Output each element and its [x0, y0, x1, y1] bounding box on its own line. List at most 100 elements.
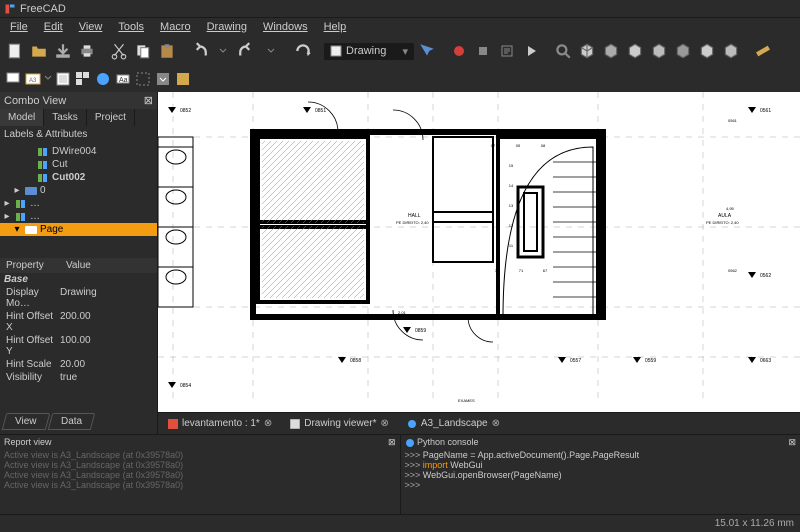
- app-logo-icon: [4, 3, 16, 15]
- tree-item[interactable]: Cut: [0, 158, 157, 171]
- svg-text:HALL: HALL: [408, 213, 421, 219]
- menu-macro[interactable]: Macro: [152, 19, 199, 35]
- python-console[interactable]: Python console⊠ >>> PageName = App.activ…: [400, 435, 800, 514]
- svg-text:73: 73: [495, 268, 500, 273]
- insert-view-button[interactable]: [54, 70, 72, 88]
- side-bottom-tabs: View Data: [0, 409, 157, 434]
- whats-this-button[interactable]: [416, 40, 438, 62]
- menu-file[interactable]: File: [2, 19, 36, 35]
- property-row[interactable]: Visibilitytrue: [0, 371, 157, 384]
- panel-close-icon[interactable]: ⊠: [388, 437, 396, 448]
- annotation-button[interactable]: Aa: [114, 70, 132, 88]
- menu-view[interactable]: View: [71, 19, 111, 35]
- export-svg-button[interactable]: [154, 70, 172, 88]
- tab-model[interactable]: Model: [0, 109, 44, 126]
- tree-item[interactable]: ▸…: [0, 210, 157, 223]
- undo-button[interactable]: [188, 40, 210, 62]
- tree-item[interactable]: Cut002: [0, 171, 157, 184]
- view-bottom-button[interactable]: [696, 40, 718, 62]
- redo-button[interactable]: [236, 40, 258, 62]
- data-tab[interactable]: Data: [47, 413, 95, 430]
- svg-text:2,01: 2,01: [413, 128, 422, 133]
- object-tree[interactable]: DWire004CutCut002▸0▸…▸…▾Page: [0, 143, 157, 238]
- app-title: FreeCAD: [20, 3, 66, 15]
- panel-close-icon[interactable]: ⊠: [788, 437, 796, 448]
- tree-item[interactable]: ▾Page: [0, 223, 157, 236]
- property-row[interactable]: Hint Offset Y100.00: [0, 334, 157, 358]
- svg-text:15: 15: [509, 163, 514, 168]
- menu-edit[interactable]: Edit: [36, 19, 71, 35]
- ortho-views-button[interactable]: [74, 70, 92, 88]
- view-left-button[interactable]: [720, 40, 742, 62]
- tab-tasks[interactable]: Tasks: [44, 109, 87, 126]
- menu-windows[interactable]: Windows: [255, 19, 316, 35]
- tree-item[interactable]: DWire004: [0, 145, 157, 158]
- page-menu[interactable]: [44, 70, 52, 88]
- export-dxf-button[interactable]: [174, 70, 192, 88]
- macro-record-button[interactable]: [448, 40, 470, 62]
- svg-text:14: 14: [509, 183, 514, 188]
- combo-tabs: Model Tasks Project: [0, 109, 157, 126]
- python-icon: [405, 438, 415, 448]
- svg-text:67: 67: [543, 268, 548, 273]
- svg-text:0557: 0557: [570, 358, 581, 364]
- doc-tab-2[interactable]: A3_Landscape⊗: [401, 416, 506, 431]
- svg-text:71: 71: [519, 268, 524, 273]
- tree-item[interactable]: ▸…: [0, 197, 157, 210]
- menubar: File Edit View Tools Macro Drawing Windo…: [0, 18, 800, 36]
- svg-text:EXAMES: EXAMES: [458, 398, 475, 403]
- svg-text:2,01: 2,01: [398, 310, 407, 315]
- view-iso-button[interactable]: [576, 40, 598, 62]
- close-icon[interactable]: ⊗: [492, 418, 500, 429]
- svg-text:05: 05: [516, 143, 521, 148]
- save-button[interactable]: [52, 40, 74, 62]
- redo-menu[interactable]: [260, 40, 282, 62]
- view-fit-button[interactable]: [552, 40, 574, 62]
- refresh-button[interactable]: [292, 40, 314, 62]
- view-tab[interactable]: View: [2, 413, 50, 430]
- doc-tab-1[interactable]: Drawing viewer*⊗: [284, 416, 395, 431]
- new-file-button[interactable]: [4, 40, 26, 62]
- svg-text:0852: 0852: [180, 108, 191, 114]
- property-row[interactable]: Hint Offset X200.00: [0, 310, 157, 334]
- property-grid[interactable]: BaseDisplay Mo…DrawingHint Offset X200.0…: [0, 273, 157, 384]
- copy-button[interactable]: [132, 40, 154, 62]
- cut-button[interactable]: [108, 40, 130, 62]
- view-right-button[interactable]: [648, 40, 670, 62]
- workbench-selector[interactable]: Drawing ▾: [324, 43, 414, 60]
- print-button[interactable]: [76, 40, 98, 62]
- close-icon[interactable]: ⊗: [380, 418, 388, 429]
- statusbar: 15.01 x 11.26 mm: [0, 514, 800, 532]
- macro-edit-button[interactable]: [496, 40, 518, 62]
- browser-view-button[interactable]: [94, 70, 112, 88]
- drawing-canvas[interactable]: 0705081514131211737167HALLPE DIREITO: 2,…: [158, 92, 800, 412]
- macro-stop-button[interactable]: [472, 40, 494, 62]
- menu-drawing[interactable]: Drawing: [199, 19, 255, 35]
- macro-play-button[interactable]: [520, 40, 542, 62]
- view-front-button[interactable]: [600, 40, 622, 62]
- tree-item[interactable]: ▸0: [0, 184, 157, 197]
- svg-text:PE DIREITO: 2,40: PE DIREITO: 2,40: [396, 220, 429, 225]
- svg-text:0851: 0851: [315, 108, 326, 114]
- a3-page-button[interactable]: A3: [24, 70, 42, 88]
- measure-button[interactable]: [752, 40, 774, 62]
- view-top-button[interactable]: [624, 40, 646, 62]
- svg-text:0663: 0663: [760, 358, 771, 364]
- svg-text:08: 08: [541, 143, 546, 148]
- clip-button[interactable]: [134, 70, 152, 88]
- menu-help[interactable]: Help: [316, 19, 355, 35]
- open-file-button[interactable]: [28, 40, 50, 62]
- menu-tools[interactable]: Tools: [110, 19, 152, 35]
- doc-tab-0[interactable]: levantamento : 1*⊗: [162, 416, 278, 431]
- view-rear-button[interactable]: [672, 40, 694, 62]
- undo-menu[interactable]: [212, 40, 234, 62]
- new-page-button[interactable]: [4, 70, 22, 88]
- paste-button[interactable]: [156, 40, 178, 62]
- close-icon[interactable]: ⊗: [264, 418, 272, 429]
- svg-text:AULA: AULA: [718, 213, 732, 219]
- titlebar: FreeCAD: [0, 0, 800, 18]
- panel-close-icon[interactable]: ⊠: [144, 94, 153, 107]
- property-row[interactable]: Hint Scale20.00: [0, 358, 157, 371]
- tab-project[interactable]: Project: [87, 109, 135, 126]
- property-row[interactable]: Display Mo…Drawing: [0, 286, 157, 310]
